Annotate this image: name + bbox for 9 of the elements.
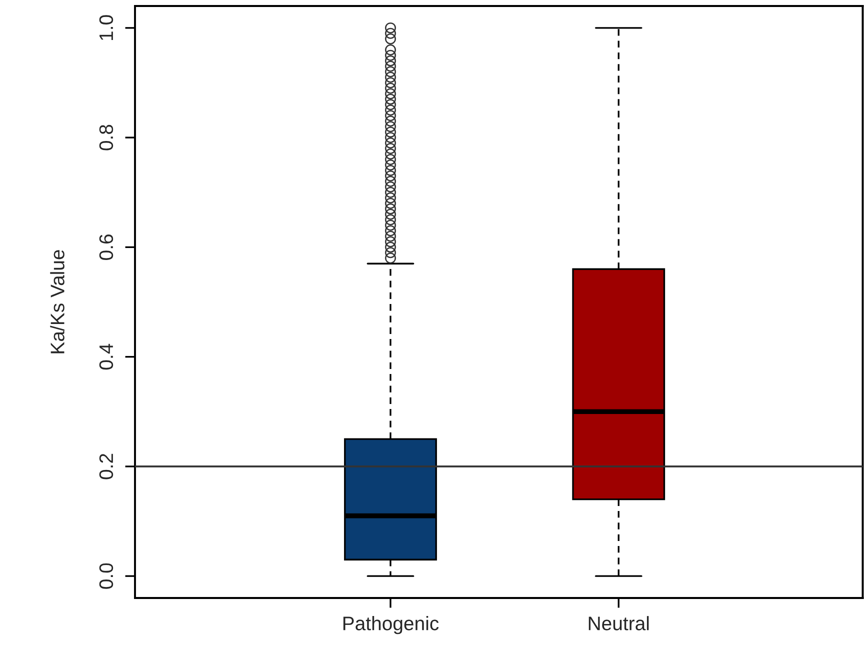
y-tick-label: 0.0 [99,563,114,589]
y-tick-label: 0.8 [99,124,114,150]
y-tick-label: 0.4 [99,344,114,370]
y-tick-label: 0.6 [99,234,114,260]
y-axis-title: Ka/Ks Value [50,250,64,354]
y-tick-label: 0.2 [99,454,114,480]
x-tick-label: Pathogenic [343,616,439,634]
y-tick-label: 1.0 [99,15,114,40]
x-tick-label: Neutral [588,616,649,630]
